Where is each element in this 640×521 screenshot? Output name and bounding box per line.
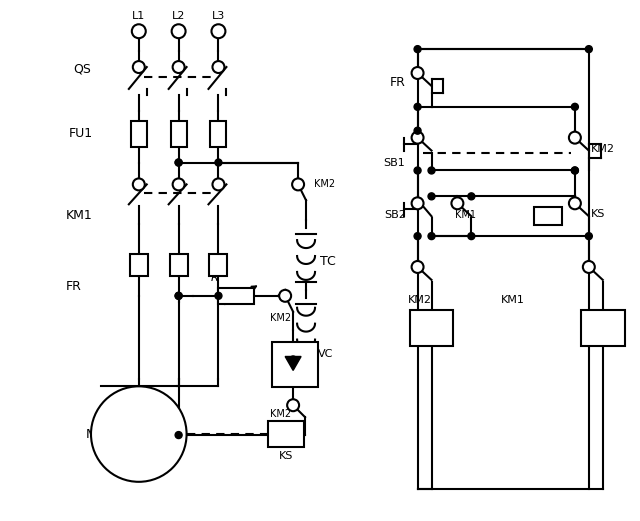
- Circle shape: [428, 233, 435, 240]
- Circle shape: [583, 261, 595, 273]
- Bar: [209, 254, 227, 276]
- Bar: [410, 310, 453, 345]
- Circle shape: [572, 167, 579, 174]
- Circle shape: [91, 387, 187, 482]
- Circle shape: [133, 178, 145, 190]
- Text: M: M: [86, 428, 97, 441]
- Circle shape: [586, 233, 592, 240]
- Text: KM1: KM1: [66, 209, 93, 222]
- Circle shape: [414, 167, 421, 174]
- Circle shape: [412, 197, 424, 209]
- Circle shape: [212, 61, 225, 73]
- Text: FR: FR: [66, 280, 82, 293]
- Text: KM2: KM2: [591, 144, 615, 154]
- Text: KM2: KM2: [270, 409, 291, 419]
- Bar: [171, 121, 187, 146]
- Bar: [534, 207, 562, 225]
- Text: KS: KS: [591, 209, 605, 219]
- Circle shape: [172, 24, 186, 38]
- Circle shape: [175, 159, 182, 166]
- Text: TC: TC: [320, 255, 336, 268]
- Bar: [211, 121, 227, 146]
- Text: 3~: 3~: [130, 439, 148, 452]
- Text: FU1: FU1: [69, 127, 93, 140]
- Text: R: R: [211, 273, 218, 283]
- Circle shape: [414, 127, 421, 134]
- Circle shape: [215, 159, 222, 166]
- Circle shape: [279, 290, 291, 302]
- Circle shape: [414, 46, 421, 53]
- Circle shape: [412, 261, 424, 273]
- Circle shape: [292, 178, 304, 190]
- Circle shape: [414, 103, 421, 110]
- Text: KS: KS: [279, 451, 293, 461]
- Text: QS: QS: [73, 63, 91, 76]
- Circle shape: [175, 431, 182, 439]
- Text: KM1: KM1: [501, 295, 525, 305]
- Circle shape: [175, 292, 182, 299]
- Text: KM1: KM1: [456, 210, 476, 220]
- Bar: [130, 254, 148, 276]
- Circle shape: [412, 67, 424, 79]
- Circle shape: [468, 193, 475, 200]
- Circle shape: [428, 167, 435, 174]
- Text: KM1: KM1: [418, 321, 445, 334]
- Bar: [131, 121, 147, 146]
- Circle shape: [173, 178, 184, 190]
- Text: SB2: SB2: [385, 210, 406, 220]
- Circle shape: [173, 61, 184, 73]
- Circle shape: [211, 24, 225, 38]
- Bar: [170, 254, 188, 276]
- Circle shape: [569, 132, 581, 144]
- Circle shape: [175, 292, 182, 299]
- Text: KM2: KM2: [589, 321, 616, 334]
- Text: KM2: KM2: [408, 295, 431, 305]
- Text: SB1: SB1: [383, 157, 404, 168]
- Circle shape: [468, 233, 475, 240]
- Circle shape: [175, 159, 182, 166]
- Bar: [581, 310, 625, 345]
- Text: M: M: [132, 419, 145, 435]
- Text: VC: VC: [318, 350, 333, 359]
- Circle shape: [412, 132, 424, 144]
- Text: L2: L2: [172, 11, 186, 21]
- Bar: [218, 288, 254, 304]
- Bar: [272, 342, 318, 387]
- Text: L3: L3: [212, 11, 225, 21]
- Bar: [268, 421, 304, 447]
- Text: FR: FR: [390, 77, 406, 90]
- Circle shape: [133, 61, 145, 73]
- Circle shape: [287, 399, 299, 411]
- Circle shape: [586, 46, 592, 53]
- Circle shape: [572, 103, 579, 110]
- Text: KM2: KM2: [314, 179, 335, 190]
- Circle shape: [572, 167, 579, 174]
- Circle shape: [451, 197, 463, 209]
- Circle shape: [290, 356, 296, 363]
- Text: n: n: [545, 211, 552, 221]
- Text: KM2: KM2: [270, 313, 291, 322]
- Circle shape: [132, 24, 146, 38]
- Circle shape: [414, 233, 421, 240]
- Circle shape: [212, 178, 225, 190]
- Circle shape: [215, 292, 222, 299]
- Circle shape: [569, 197, 581, 209]
- Text: L1: L1: [132, 11, 145, 21]
- Polygon shape: [285, 356, 301, 370]
- Circle shape: [428, 193, 435, 200]
